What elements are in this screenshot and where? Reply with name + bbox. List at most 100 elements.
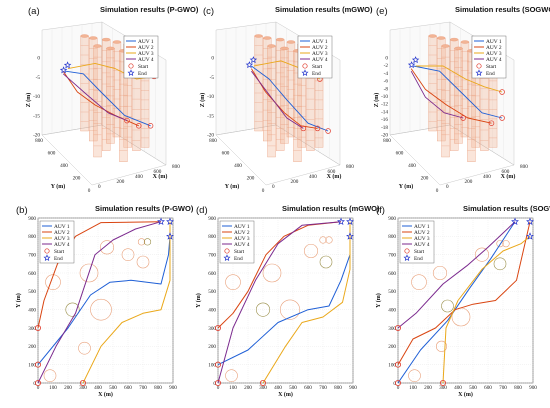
legend-start-marker [476, 63, 482, 69]
legend-label-3: AUV 3 [414, 236, 430, 242]
start-marker-3d [460, 115, 466, 121]
legend-start-marker [128, 63, 134, 69]
legend-box [219, 220, 255, 264]
legend-label-3: AUV 3 [138, 51, 154, 57]
cylinder-cap [254, 34, 263, 38]
legend-label-1: AUV 1 [486, 39, 502, 45]
x-tick-label: 0 [397, 385, 400, 391]
y-tick-label: 200 [388, 344, 396, 350]
start-marker [80, 379, 87, 386]
z-tick-label: -2 [384, 63, 389, 69]
x-tick-label: 800 [514, 385, 522, 391]
y-tick-label: 400 [28, 307, 36, 313]
x-tick-label: 100 [49, 385, 57, 391]
x-tick-label: 500 [469, 385, 477, 391]
legend-label-2: AUV 2 [312, 45, 328, 51]
path-auv-1 [37, 236, 171, 366]
legend-label-1: AUV 1 [234, 224, 250, 230]
y-tick-label: 600 [396, 151, 404, 157]
path3d-auv-1 [65, 70, 151, 127]
chart-3d-sogwo: 0-2-4-6-8-10-12-14-16-18-20Z (m)80060040… [373, 21, 528, 194]
x-tick-label: 0 [217, 385, 220, 391]
z-tick-label: -10 [33, 94, 40, 100]
y-tick-label: 500 [28, 289, 36, 295]
start-marker [35, 324, 42, 331]
y-tick-label: 800 [35, 138, 43, 144]
chart-3d-pgwo: 0 -5 -10 -15 -20 Z (m) 800 600 400 200 0 Y (m) 0 200 4… [25, 21, 180, 194]
end-marker-3d [63, 61, 72, 69]
panel-title-c: Simulation results (mGWO) [275, 5, 373, 14]
start-marker-3d [314, 125, 321, 132]
legend-box [471, 35, 507, 79]
legend-label-start: Start [414, 249, 425, 255]
x-tick-label: 0 [272, 184, 275, 190]
x-tick-label: 300 [79, 385, 87, 391]
obstacle-circle [143, 238, 152, 246]
x-tick-label: 900 [169, 385, 177, 391]
y-tick-label: 200 [247, 176, 255, 182]
z-axis-label: Z (m) [25, 93, 32, 108]
panel-label-b: (b) [16, 205, 28, 216]
obstacle-circle [90, 298, 112, 321]
obstacle-circle [136, 255, 150, 269]
y-tick-label: 0 [33, 381, 36, 387]
cylinder-cap [267, 44, 276, 48]
legend-label-1: AUV 1 [138, 39, 154, 45]
obstacle-circle [325, 236, 333, 244]
y-tick-label: 100 [388, 362, 396, 368]
legend-label-end: End [234, 256, 243, 262]
path-auv-3 [262, 221, 351, 384]
y-tick-label: 400 [388, 307, 396, 313]
z-tick-label: -16 [381, 117, 388, 123]
panel-title-d: Simulation results (mGWO) [282, 204, 380, 213]
x-tick-label: 800 [154, 385, 162, 391]
end-marker [166, 217, 174, 225]
z-tick-label: -20 [33, 133, 40, 139]
x-tick-label: 800 [346, 164, 354, 170]
x-tick-label: 200 [424, 385, 432, 391]
start-marker-3d [136, 123, 142, 129]
y-tick-label: 700 [388, 252, 396, 258]
obstacle-circle [493, 257, 507, 271]
legend-label-start: Start [312, 64, 323, 70]
y-tick-label: 0 [88, 188, 91, 194]
path-auv-2 [217, 221, 342, 329]
z-tick-label: -15 [33, 113, 40, 119]
legend-label-end: End [138, 71, 147, 77]
x-axis-label: X (m) [501, 173, 516, 180]
legend-label-1: AUV 1 [312, 39, 328, 45]
x-tick-label: 200 [244, 385, 252, 391]
start-marker-3d [499, 115, 505, 121]
legend-label-2: AUV 2 [486, 45, 502, 51]
z-tick-label: -10 [207, 94, 214, 100]
x-tick-label: 600 [484, 385, 492, 391]
panel-title-e: Simulation results (SOGWO) [455, 5, 550, 14]
cylinder-cap [106, 46, 115, 51]
cylinder-cap [102, 37, 111, 42]
x-tick-label: 600 [124, 385, 132, 391]
x-axis-label: X (m) [278, 391, 293, 398]
path3d-auv-4 [410, 70, 464, 119]
cylinder-cap [263, 36, 272, 40]
x-tick-label: 400 [94, 385, 102, 391]
obstacle-circle [441, 299, 454, 313]
y-tick-label: 0 [262, 188, 265, 194]
x-tick-label: 600 [328, 169, 336, 175]
x-tick-label: 400 [274, 385, 282, 391]
start-marker-3d [499, 89, 505, 95]
cylinder-cap [286, 40, 296, 44]
z-tick-label: -20 [381, 133, 388, 139]
legend-label-end: End [312, 71, 321, 77]
y-tick-label: 200 [28, 344, 36, 350]
legend-label-4: AUV 4 [414, 242, 430, 248]
start-marker [439, 379, 446, 386]
y-tick-label: 400 [234, 163, 242, 169]
z-tick-label: -6 [384, 79, 389, 85]
y-axis-label: Y (m) [225, 183, 240, 190]
obstacle-circle [319, 255, 333, 269]
z-tick-label: -8 [384, 86, 389, 92]
y-tick-label: 800 [209, 138, 217, 144]
x-tick-label: 0 [37, 385, 40, 391]
cylinder-cap [112, 40, 122, 44]
z-tick-label: -5 [210, 75, 215, 81]
